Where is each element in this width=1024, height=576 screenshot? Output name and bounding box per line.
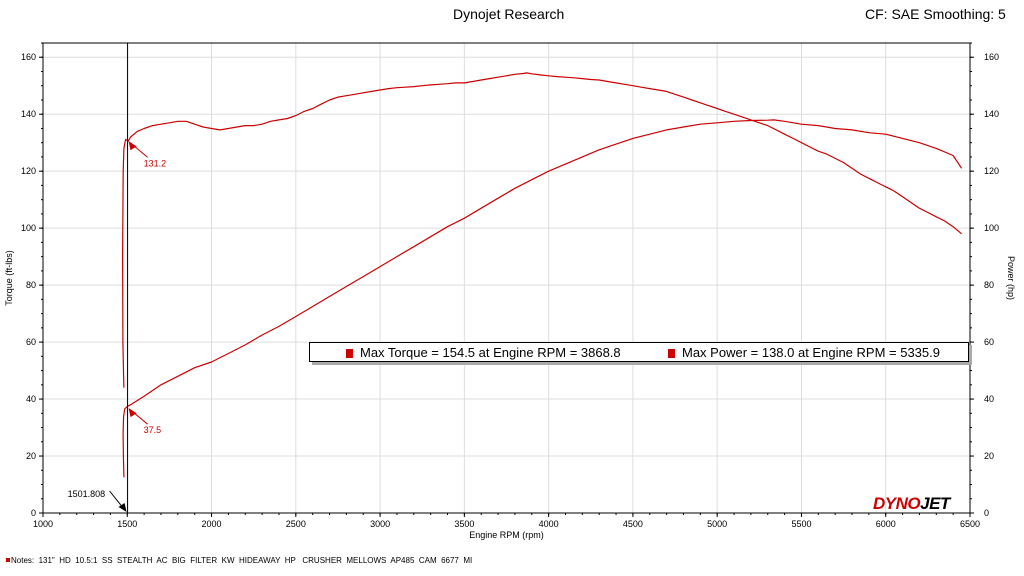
y-tick-label: 60: [26, 337, 36, 347]
legend-max-power: Max Power = 138.0 at Engine RPM = 5335.9: [668, 343, 940, 363]
y-tick-label: 0: [31, 508, 36, 518]
x-axis-label: Engine RPM (rpm): [469, 530, 544, 540]
y-tick-label: 120: [21, 166, 36, 176]
annotation-arrow-icon: [128, 141, 137, 151]
series-layer: [121, 72, 963, 478]
x-tick-label: 4000: [539, 519, 559, 529]
annotation-label: 1501.808: [68, 489, 106, 499]
y2-tick-label: 60: [984, 337, 994, 347]
logo-part-1: DYNO: [873, 494, 921, 513]
y2-tick-label: 100: [984, 223, 999, 233]
y-tick-label: 160: [21, 52, 36, 62]
annotation-arrow-icon: [128, 408, 137, 418]
annotation-label: 131.2: [144, 158, 167, 168]
x-tick-label: 2000: [202, 519, 222, 529]
y-tick-label: 20: [26, 451, 36, 461]
y2-tick-label: 40: [984, 394, 994, 404]
annotation-arrow-icon: [118, 503, 127, 512]
x-tick-label: 4500: [623, 519, 643, 529]
y2-tick-label: 20: [984, 451, 994, 461]
x-tick-label: 1500: [117, 519, 137, 529]
y-tick-label: 40: [26, 394, 36, 404]
legend-max-power-text: Max Power = 138.0 at Engine RPM = 5335.9: [682, 345, 940, 360]
y2-tick-label: 0: [984, 508, 989, 518]
y2-tick-label: 160: [984, 52, 999, 62]
power-swatch-icon: [668, 349, 675, 358]
run-notes-text: Notes: 131" HD 10.5:1 SS STEALTH AC BIG …: [11, 556, 473, 565]
torque-swatch-icon: [346, 349, 353, 358]
x-tick-label: 2500: [286, 519, 306, 529]
legend-max-torque: Max Torque = 154.5 at Engine RPM = 3868.…: [346, 343, 621, 363]
notes-swatch-icon: [6, 558, 10, 562]
x-tick-label: 6000: [876, 519, 896, 529]
x-tick-label: 5000: [707, 519, 727, 529]
x-tick-label: 3500: [454, 519, 474, 529]
y2-tick-label: 80: [984, 280, 994, 290]
y2-tick-label: 120: [984, 166, 999, 176]
series-line-power: [122, 119, 963, 478]
x-tick-label: 1000: [33, 519, 53, 529]
y-axis-label: Torque (ft-lbs): [4, 250, 14, 306]
plot-frame: [42, 42, 971, 514]
y-tick-label: 140: [21, 109, 36, 119]
x-tick-label: 6500: [960, 519, 980, 529]
y2-axis-label: Power (hp): [1006, 256, 1016, 300]
rpm-cursor[interactable]: 131.2 37.5 1501.808: [68, 43, 167, 513]
annotation-label: 37.5: [144, 425, 162, 435]
logo-part-2: JET: [920, 494, 950, 513]
run-notes: Notes: 131" HD 10.5:1 SS STEALTH AC BIG …: [6, 556, 472, 565]
grid-lines: [42, 43, 971, 514]
x-tick-label: 3000: [370, 519, 390, 529]
legend-box: Max Torque = 154.5 at Engine RPM = 3868.…: [309, 342, 969, 362]
chart-title: Dynojet Research: [453, 6, 565, 22]
x-tick-label: 5500: [791, 519, 811, 529]
y-tick-label: 80: [26, 280, 36, 290]
legend-max-torque-text: Max Torque = 154.5 at Engine RPM = 3868.…: [360, 345, 621, 360]
axis-ticks: 1000 1500 2000 2500 3000 3500 4000 4500 5000 5500…: [21, 42, 999, 529]
series-line-torque: [121, 72, 962, 388]
dynojet-logo: DYNOJET: [873, 494, 950, 514]
correction-factor-label: CF: SAE Smoothing: 5: [865, 6, 1006, 22]
y-tick-label: 100: [21, 223, 36, 233]
y2-tick-label: 140: [984, 109, 999, 119]
